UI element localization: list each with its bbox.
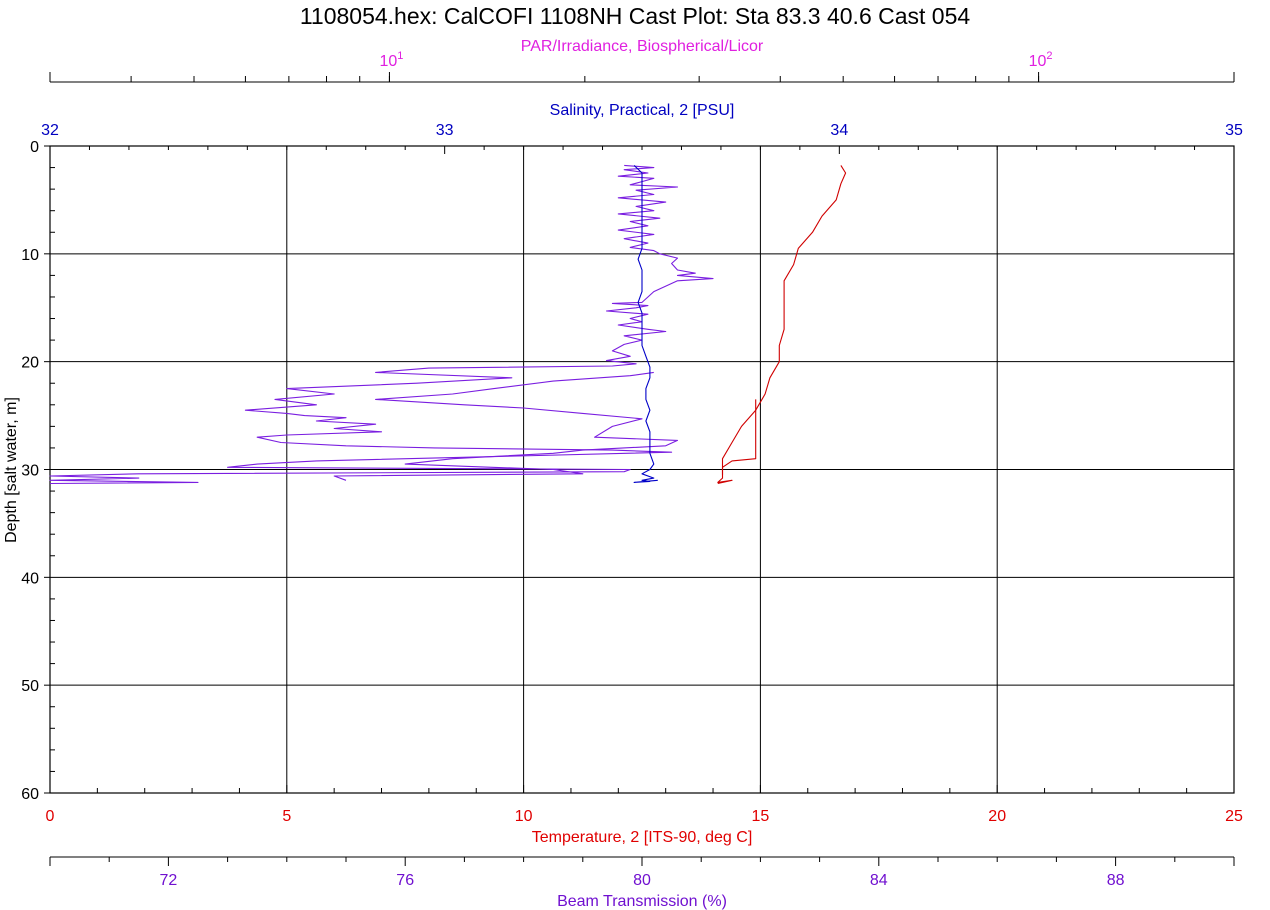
par-axis-title: PAR/Irradiance, Biospherical/Licor [521,38,764,55]
data-series [49,164,847,485]
depth-tick-label: 20 [21,355,39,372]
depth-axis: 0 10 20 30 40 50 60 [21,139,55,803]
beam-tick-label: 80 [633,872,651,889]
series-beam-line [49,164,714,485]
series-salinity-line [633,165,658,483]
temperature-tick-label: 20 [988,808,1006,825]
temperature-tick-label: 0 [46,808,55,825]
salinity-axis-title: Salinity, Practical, 2 [PSU] [550,102,735,119]
beam-tick-label: 84 [870,872,888,889]
depth-tick-label: 0 [30,139,39,156]
depth-tick-label: 30 [21,463,39,480]
par-tick-label: 102 [1029,50,1053,70]
temperature-tick-label: 10 [515,808,533,825]
series-temperature-line [721,399,757,475]
depth-axis-title: Depth [salt water, m] [3,397,20,543]
depth-tick-label: 10 [21,247,39,264]
depth-tick-label: 60 [21,786,39,803]
temperature-tick-label: 25 [1225,808,1243,825]
par-axis: 101 102 [49,50,1235,83]
chart-title: 1108054.hex: CalCOFI 1108NH Cast Plot: S… [300,3,971,29]
beam-axis: 72 76 80 84 88 [49,856,1235,889]
temperature-axis: 0 5 10 15 20 25 [46,785,1243,825]
temperature-axis-title: Temperature, 2 [ITS-90, deg C] [532,829,753,846]
grid [50,146,1234,793]
series-temperature-line [717,165,847,485]
salinity-tick-label: 32 [41,122,59,139]
salinity-axis: 32 33 34 35 [41,122,1243,154]
series-beam-line [333,371,679,481]
beam-tick-label: 72 [160,872,178,889]
beam-tick-label: 88 [1107,872,1125,889]
beam-tick-label: 76 [396,872,414,889]
temperature-tick-label: 15 [752,808,770,825]
salinity-tick-label: 33 [436,122,454,139]
beam-axis-title: Beam Transmission (%) [557,893,727,910]
par-tick-label: 101 [379,50,403,70]
salinity-tick-label: 35 [1225,122,1243,139]
salinity-tick-label: 34 [830,122,848,139]
temperature-tick-label: 5 [282,808,291,825]
depth-tick-label: 50 [21,678,39,695]
depth-tick-label: 40 [21,570,39,587]
